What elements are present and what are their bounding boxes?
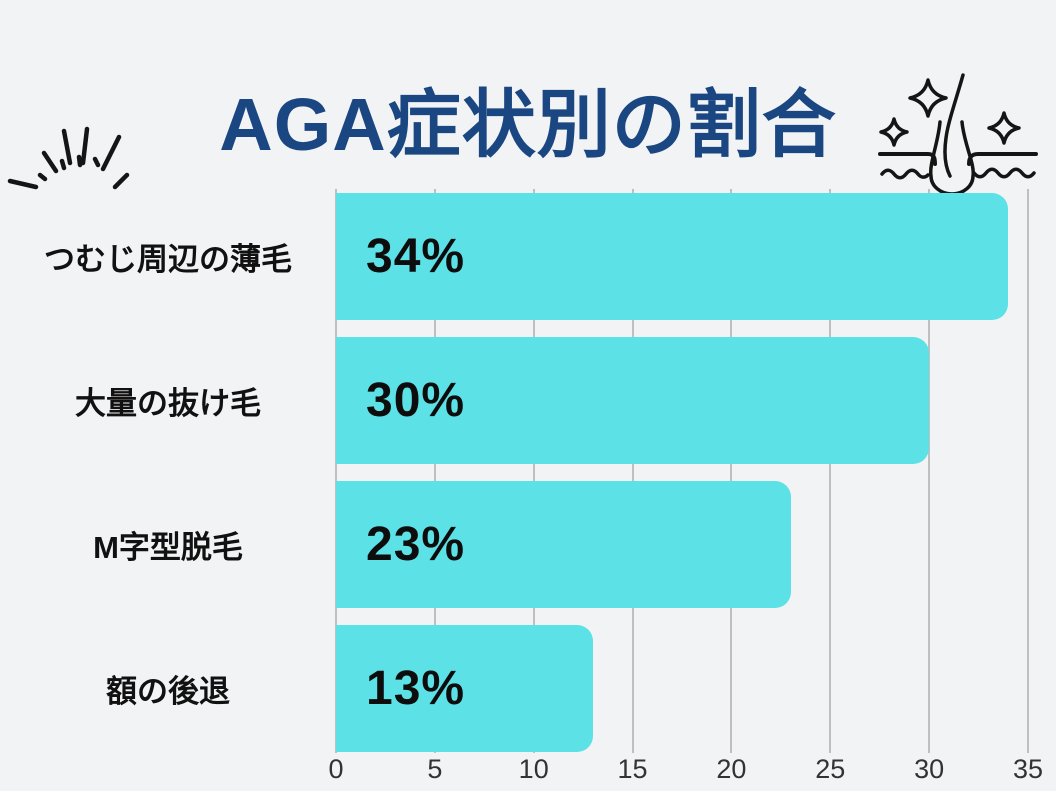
x-axis-tick-label: 30 <box>914 754 945 784</box>
sparkle-icon <box>879 117 909 147</box>
bar-value-label: 23% <box>366 518 466 571</box>
bar: 13% <box>336 625 594 752</box>
category-label: 大量の抜け毛 <box>75 386 261 421</box>
gridline <box>928 189 931 753</box>
x-axis-tick-label: 0 <box>328 754 344 784</box>
gridline <box>631 189 634 753</box>
bar-value-label: 30% <box>366 374 466 427</box>
category-label: つむじ周辺の薄毛 <box>44 242 292 277</box>
category-label: 額の後退 <box>106 674 230 709</box>
page-title: AGA症状別の割合 <box>219 83 837 166</box>
sparkle-icon <box>908 78 948 118</box>
bar: 30% <box>336 337 930 464</box>
x-axis-tick-label: 5 <box>427 754 443 784</box>
gridline <box>433 189 436 753</box>
x-axis-tick-label: 15 <box>617 754 648 784</box>
sparkle-icon <box>987 111 1021 145</box>
gridline <box>829 189 832 753</box>
x-axis-tick-label: 25 <box>815 754 846 784</box>
gridline <box>1026 189 1029 753</box>
x-axis-tick-label: 35 <box>1012 754 1043 784</box>
gridline <box>335 189 337 753</box>
bar-value-label: 13% <box>366 662 466 715</box>
gridline <box>730 189 733 753</box>
gridline <box>532 189 535 753</box>
bar-value-label: 34% <box>366 230 466 283</box>
x-axis-tick-label: 20 <box>716 754 747 784</box>
hair-follicle-icon <box>878 73 1038 196</box>
bar: 23% <box>336 481 791 608</box>
category-label: M字型脱毛 <box>93 530 243 565</box>
x-axis-tick-label: 10 <box>518 754 549 784</box>
burst-rays-icon <box>7 126 130 190</box>
bar: 34% <box>336 193 1009 320</box>
